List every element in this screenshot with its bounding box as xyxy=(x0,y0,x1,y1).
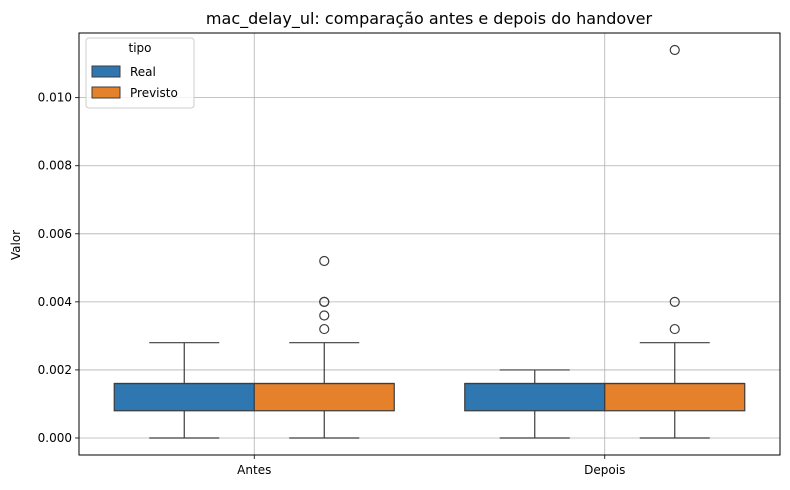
legend-swatch-real xyxy=(91,65,121,78)
y-axis-label: Valor xyxy=(9,230,23,260)
legend-title: tipo xyxy=(129,41,152,55)
box-previsto-depois xyxy=(604,382,746,412)
outlier-point xyxy=(319,310,330,321)
y-tick-label: 0.008 xyxy=(38,159,72,173)
legend-label-real: Real xyxy=(130,65,156,79)
box-real-depois xyxy=(464,382,606,412)
outlier-point xyxy=(669,323,680,335)
outlier-point xyxy=(669,296,680,307)
outlier-point xyxy=(319,323,330,335)
plot-area: 0.000 0.002 0.004 0.006 0.008 0.010 Antes Depoi… xyxy=(38,32,781,477)
legend: tipo Real Previsto xyxy=(85,37,195,109)
chart-title: mac_delay_ul: comparação antes e depois … xyxy=(206,9,653,29)
y-tick-label: 0.006 xyxy=(38,227,72,241)
x-tick-label: Depois xyxy=(584,463,625,477)
box-real-antes xyxy=(113,382,255,412)
legend-swatch-previsto xyxy=(91,86,121,99)
x-tick-label: Antes xyxy=(237,463,271,477)
y-tick-label: 0.004 xyxy=(38,295,72,309)
outlier-point xyxy=(319,255,330,267)
y-tick-label: 0.002 xyxy=(38,363,72,377)
y-tick-label: 0.000 xyxy=(38,431,72,445)
axes-frame xyxy=(78,32,781,456)
y-tick-label: 0.010 xyxy=(38,91,72,105)
legend-label-previsto: Previsto xyxy=(130,86,178,100)
outlier-point xyxy=(669,44,680,56)
box-previsto-antes xyxy=(253,382,395,412)
outlier-point xyxy=(319,296,330,307)
